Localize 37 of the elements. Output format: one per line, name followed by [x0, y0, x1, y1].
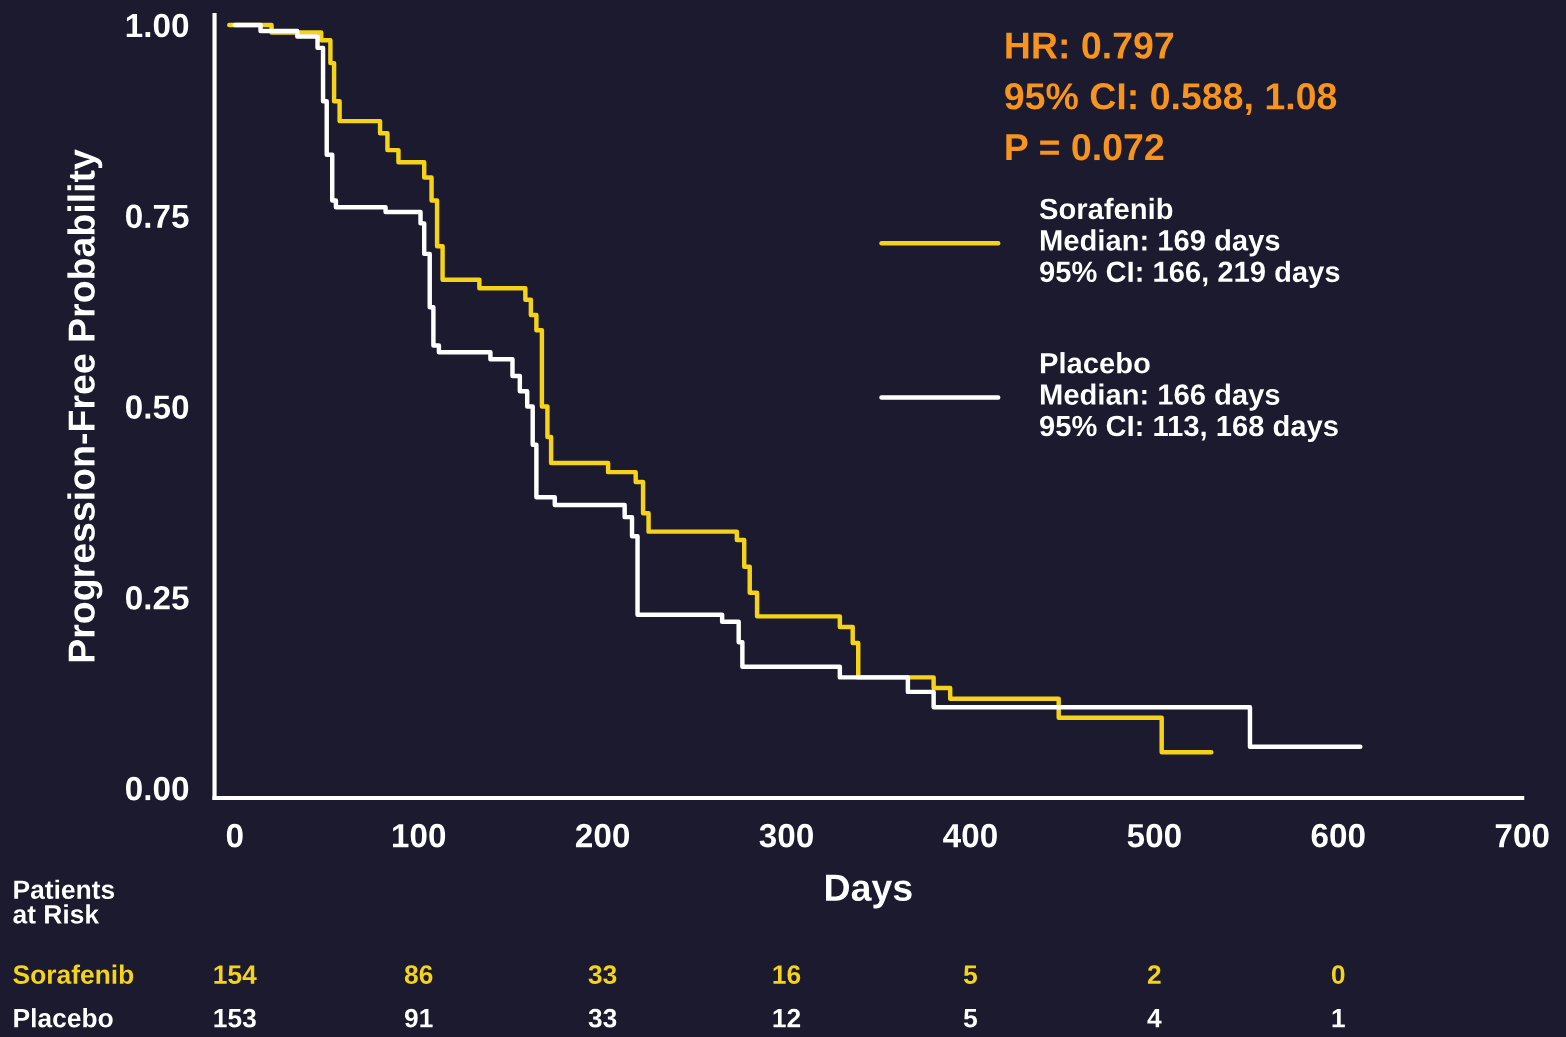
y-tick-label: 1.00 — [126, 13, 189, 38]
x-tick-label: 0 — [226, 823, 243, 848]
text: 91 — [404, 1008, 433, 1028]
y-tick-label: 0.75 — [125, 204, 189, 229]
text: 1 — [1332, 1009, 1345, 1028]
y-axis-title: Progression-Free Probability — [67, 149, 103, 662]
x-axis-title: Days — [826, 874, 912, 909]
legend-label: Placebo Median: 166 days 95% CI: 113, 168 days — [1040, 352, 1338, 443]
text: 0 — [1331, 965, 1345, 984]
text: 33 — [588, 1008, 617, 1028]
annotation: P = 0.072 — [1006, 133, 1164, 161]
text: Patients at Risk — [13, 879, 115, 924]
x-tick-label: 400 — [943, 823, 997, 848]
text: 33 — [588, 965, 617, 984]
text: 86 — [404, 965, 433, 984]
y-tick-label: 0.00 — [125, 776, 189, 801]
text: Sorafenib — [13, 964, 134, 984]
x-tick-label: 600 — [1311, 823, 1365, 848]
text: 4 — [1147, 1009, 1162, 1028]
text: 154 — [214, 965, 257, 984]
x-tick-label: 300 — [759, 823, 813, 848]
text: 153 — [214, 1008, 256, 1028]
x-tick-label: 700 — [1495, 823, 1549, 848]
text: 5 — [963, 965, 978, 984]
text: Placebo — [14, 1008, 113, 1028]
x-tick-label: 500 — [1127, 823, 1181, 848]
text: 12 — [773, 1008, 801, 1028]
legend-label: Sorafenib Median: 169 days 95% CI: 166, 219 days — [1039, 197, 1340, 288]
annotation: HR: 0.797 — [1006, 32, 1174, 59]
annotation: 95% CI: 0.588, 1.08 — [1005, 83, 1337, 116]
x-tick-label: 100 — [392, 823, 446, 848]
text: 5 — [963, 1009, 978, 1028]
y-tick-label: 0.25 — [125, 586, 189, 610]
x-tick-label: 200 — [575, 823, 630, 848]
text: 16 — [773, 965, 801, 984]
y-tick-label: 0.50 — [125, 395, 189, 419]
text: 2 — [1147, 965, 1161, 984]
